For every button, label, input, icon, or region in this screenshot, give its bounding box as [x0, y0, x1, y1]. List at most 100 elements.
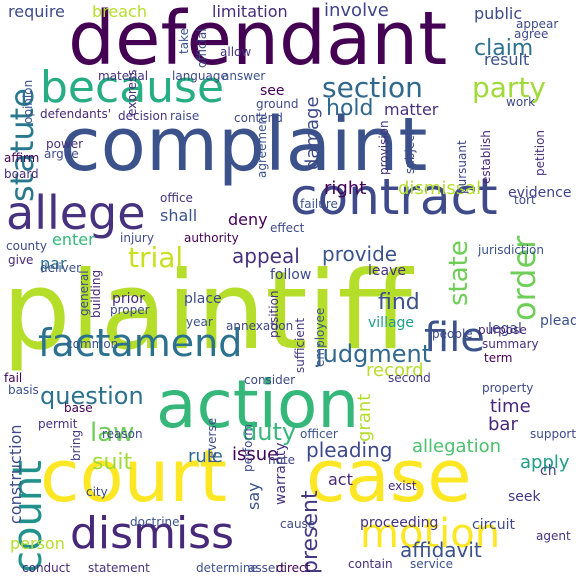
word: opinion	[22, 80, 34, 124]
word: express	[126, 70, 138, 116]
word: trial	[128, 244, 183, 272]
word: provision	[378, 120, 390, 175]
word: petition	[534, 130, 546, 176]
word: take	[178, 28, 190, 54]
word: say	[246, 482, 262, 510]
word: limitation	[212, 4, 288, 20]
word: matter	[384, 102, 438, 118]
word: plead	[540, 314, 576, 328]
word: provide	[322, 244, 397, 264]
word: cause	[280, 518, 315, 530]
word: property	[482, 382, 533, 394]
word: reason	[102, 428, 143, 440]
word: hold	[326, 98, 373, 120]
word: shall	[160, 208, 197, 224]
word: consider	[244, 374, 295, 386]
word: see	[260, 84, 285, 98]
word: bar	[488, 416, 518, 434]
word: material	[98, 70, 148, 82]
word: authority	[184, 232, 239, 244]
word: give	[8, 254, 33, 266]
word: officer	[300, 428, 338, 440]
word: people	[432, 328, 473, 340]
word: construction	[8, 425, 24, 525]
word: agent	[536, 530, 571, 542]
word: service	[410, 558, 453, 570]
word: statement	[88, 562, 150, 574]
word: agreement	[256, 112, 268, 178]
word: circuit	[472, 518, 515, 532]
word: pursuant	[456, 140, 468, 194]
word: failure	[300, 198, 338, 210]
word: employee	[314, 308, 326, 367]
word: warranty	[274, 442, 288, 505]
word: permit	[38, 418, 77, 430]
word: bring	[70, 430, 82, 461]
word: building	[90, 270, 102, 318]
word: result	[484, 52, 529, 68]
word: basis	[8, 384, 39, 396]
word: agree	[514, 28, 548, 40]
word: ground	[256, 98, 298, 110]
word: involve	[324, 2, 389, 20]
word: official	[196, 28, 208, 68]
word: public	[474, 6, 522, 22]
word: doctrine	[130, 516, 180, 528]
word: city	[86, 486, 108, 498]
word: establish	[480, 130, 492, 184]
word: office	[160, 192, 193, 204]
word: ch	[540, 464, 557, 478]
word: tort	[514, 194, 536, 206]
word: follow	[270, 268, 311, 282]
word: argue	[44, 148, 79, 160]
word: state	[446, 240, 472, 306]
word: pleading	[306, 440, 392, 460]
word: find	[378, 292, 420, 314]
word: answer	[222, 70, 265, 82]
word: purpose	[478, 324, 527, 336]
word: annexation	[226, 320, 293, 332]
word: second	[388, 372, 431, 384]
word: exist	[388, 480, 417, 492]
word: subject	[404, 131, 416, 175]
word: proceeding	[360, 516, 438, 530]
word: direct	[276, 562, 310, 574]
word: contain	[348, 558, 393, 570]
word: raise	[170, 110, 199, 122]
word: village	[368, 316, 414, 330]
word: suit	[92, 452, 132, 474]
word: allow	[220, 46, 251, 58]
word: act	[328, 472, 353, 488]
word: proper	[110, 304, 150, 316]
word: language	[172, 70, 228, 82]
word: support	[530, 428, 576, 440]
word: common	[66, 338, 118, 350]
word: reverse	[206, 418, 218, 463]
word: base	[64, 402, 93, 414]
word: summary	[482, 338, 539, 350]
word: deny	[228, 212, 268, 228]
word: breach	[92, 4, 147, 20]
word: leave	[368, 264, 406, 278]
word: require	[8, 4, 65, 20]
word: term	[484, 352, 513, 364]
word: board	[4, 168, 39, 180]
word: grant	[356, 394, 374, 442]
word: damage	[304, 96, 322, 170]
word: enter	[52, 232, 95, 248]
word: sufficient	[294, 318, 306, 373]
word: seek	[508, 490, 541, 504]
word: appeal	[232, 246, 300, 266]
word: place	[184, 292, 222, 306]
word: position	[268, 290, 280, 338]
word: year	[186, 316, 213, 328]
word: affirm	[4, 152, 39, 164]
word: injury	[120, 232, 154, 244]
word: allegation	[412, 438, 501, 456]
word: work	[506, 96, 535, 108]
word: note	[268, 454, 295, 466]
word: deliver	[40, 262, 81, 274]
word: right	[324, 180, 366, 198]
word: defendants'	[40, 108, 111, 120]
